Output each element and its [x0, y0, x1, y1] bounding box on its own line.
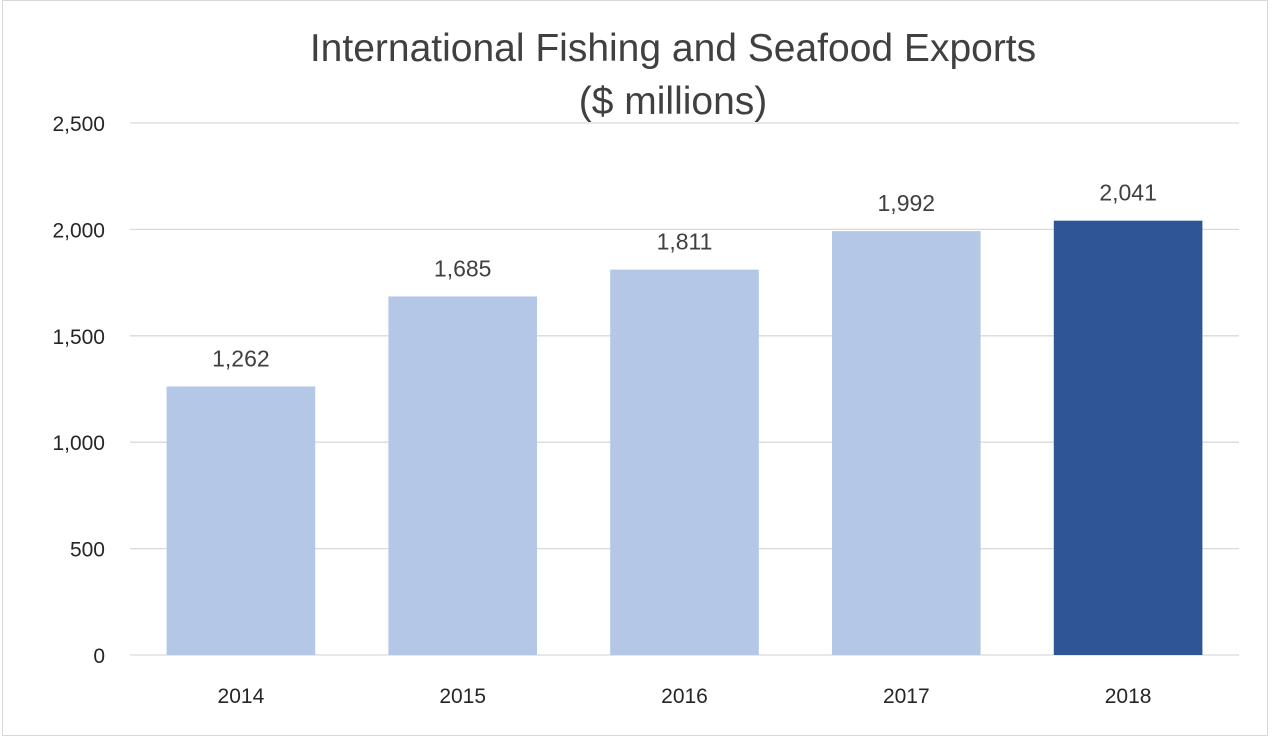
- data-label: 1,685: [434, 255, 492, 281]
- data-label: 1,992: [878, 190, 936, 216]
- x-tick-label: 2014: [218, 685, 265, 708]
- bar-2018: [1053, 220, 1203, 655]
- bars: [166, 220, 1203, 655]
- y-tick-label: 1,000: [52, 432, 105, 455]
- bar-chart: International Fishing and Seafood Export…: [52, 27, 1239, 708]
- data-label: 1,262: [212, 345, 270, 371]
- chart-title: International Fishing and Seafood Export…: [310, 27, 1036, 70]
- data-label: 2,041: [1099, 180, 1157, 206]
- y-axis: 0 500 1,000 1,500 2,000 2,500: [52, 113, 105, 668]
- y-tick-label: 2,000: [52, 219, 105, 242]
- bar-2015: [388, 296, 538, 655]
- bar-2016: [610, 269, 759, 655]
- data-labels: 1,262 1,685 1,811 1,992 2,041: [212, 180, 1157, 372]
- x-tick-label: 2015: [439, 685, 486, 708]
- x-axis: 2014 2015 2016 2017 2018: [218, 685, 1152, 708]
- bar-2014: [166, 386, 316, 655]
- chart-subtitle: ($ millions): [579, 80, 768, 123]
- bar-2017: [831, 231, 981, 655]
- x-tick-label: 2017: [883, 685, 930, 708]
- x-tick-label: 2018: [1105, 685, 1152, 708]
- y-tick-label: 500: [70, 539, 105, 562]
- y-tick-label: 0: [93, 645, 105, 668]
- x-tick-label: 2016: [661, 685, 708, 708]
- y-tick-label: 2,500: [52, 113, 105, 136]
- data-label: 1,811: [657, 229, 713, 255]
- y-tick-label: 1,500: [52, 326, 105, 349]
